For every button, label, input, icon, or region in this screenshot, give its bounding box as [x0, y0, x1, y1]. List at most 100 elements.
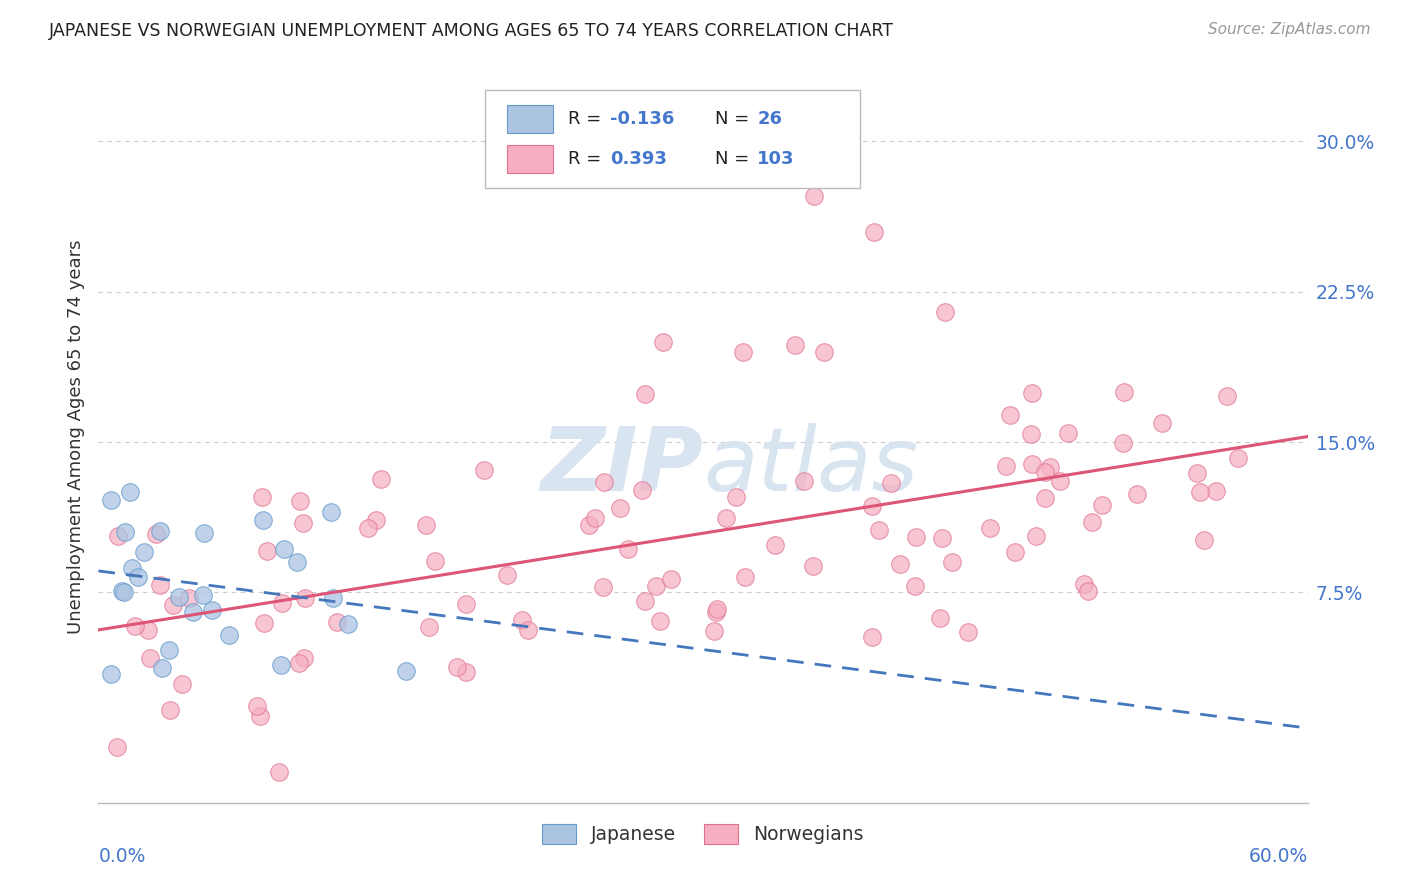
- Point: [803, 188, 825, 202]
- Point: [423, 554, 446, 568]
- Point: [1073, 577, 1095, 591]
- Point: [191, 588, 214, 602]
- Point: [648, 614, 671, 628]
- Point: [931, 531, 953, 545]
- Text: ZIP: ZIP: [540, 423, 703, 510]
- Point: [928, 611, 950, 625]
- Point: [337, 617, 360, 632]
- Text: 26: 26: [758, 110, 782, 128]
- Point: [120, 485, 142, 500]
- Point: [863, 225, 886, 239]
- Text: 0.0%: 0.0%: [98, 847, 146, 866]
- Point: [456, 597, 478, 611]
- Point: [149, 524, 172, 538]
- Point: [364, 513, 387, 527]
- Point: [127, 570, 149, 584]
- Point: [1057, 425, 1080, 440]
- Point: [100, 493, 122, 508]
- Text: -0.136: -0.136: [610, 110, 675, 128]
- Point: [1039, 460, 1062, 475]
- Text: JAPANESE VS NORWEGIAN UNEMPLOYMENT AMONG AGES 65 TO 74 YEARS CORRELATION CHART: JAPANESE VS NORWEGIAN UNEMPLOYMENT AMONG…: [49, 22, 894, 40]
- Text: 103: 103: [758, 150, 794, 168]
- Point: [644, 578, 666, 592]
- Point: [357, 521, 380, 535]
- Point: [290, 494, 312, 508]
- Point: [979, 521, 1001, 535]
- Point: [159, 643, 181, 657]
- Point: [249, 709, 271, 723]
- Point: [1215, 389, 1237, 403]
- Point: [516, 623, 538, 637]
- Point: [860, 630, 883, 644]
- Point: [100, 667, 122, 681]
- Point: [609, 501, 631, 516]
- Legend: Japanese, Norwegians: Japanese, Norwegians: [534, 816, 872, 852]
- Point: [1021, 385, 1043, 400]
- Point: [370, 472, 392, 486]
- Point: [456, 665, 478, 679]
- Point: [105, 739, 128, 754]
- Point: [112, 585, 135, 599]
- Point: [661, 572, 683, 586]
- Point: [631, 483, 654, 497]
- Point: [395, 664, 418, 678]
- Point: [1185, 466, 1208, 480]
- Point: [1021, 457, 1043, 471]
- Point: [634, 593, 657, 607]
- Point: [124, 619, 146, 633]
- Point: [763, 539, 786, 553]
- Point: [246, 698, 269, 713]
- Point: [159, 703, 181, 717]
- Point: [1033, 491, 1056, 505]
- Point: [193, 525, 215, 540]
- Point: [957, 625, 980, 640]
- Point: [149, 577, 172, 591]
- Text: Source: ZipAtlas.com: Source: ZipAtlas.com: [1208, 22, 1371, 37]
- Point: [218, 628, 240, 642]
- Point: [150, 661, 173, 675]
- Point: [704, 605, 727, 619]
- Point: [868, 523, 890, 537]
- Point: [162, 599, 184, 613]
- Point: [253, 615, 276, 630]
- Point: [172, 677, 194, 691]
- Point: [904, 579, 927, 593]
- Point: [145, 527, 167, 541]
- Point: [1077, 584, 1099, 599]
- Text: R =: R =: [568, 110, 606, 128]
- Point: [592, 580, 614, 594]
- Point: [138, 651, 160, 665]
- Point: [114, 525, 136, 540]
- Point: [651, 334, 673, 349]
- Point: [585, 511, 607, 525]
- Point: [285, 555, 308, 569]
- Point: [121, 561, 143, 575]
- Point: [256, 544, 278, 558]
- Point: [904, 530, 927, 544]
- Point: [706, 602, 728, 616]
- Point: [1004, 544, 1026, 558]
- Point: [111, 584, 134, 599]
- Text: 0.393: 0.393: [610, 150, 666, 168]
- Point: [322, 591, 344, 605]
- Point: [1114, 385, 1136, 400]
- Point: [270, 658, 292, 673]
- Point: [1192, 533, 1215, 547]
- Point: [1080, 515, 1102, 529]
- Text: R =: R =: [568, 150, 606, 168]
- Point: [136, 624, 159, 638]
- Point: [934, 305, 956, 319]
- Point: [1021, 426, 1043, 441]
- Point: [578, 518, 600, 533]
- Point: [267, 764, 290, 779]
- Point: [495, 568, 517, 582]
- Point: [273, 542, 295, 557]
- Text: 60.0%: 60.0%: [1249, 847, 1308, 866]
- Point: [801, 558, 824, 573]
- Text: N =: N =: [716, 150, 755, 168]
- Point: [785, 338, 807, 352]
- Point: [593, 475, 616, 490]
- Point: [879, 476, 901, 491]
- Point: [132, 545, 155, 559]
- Point: [177, 591, 200, 605]
